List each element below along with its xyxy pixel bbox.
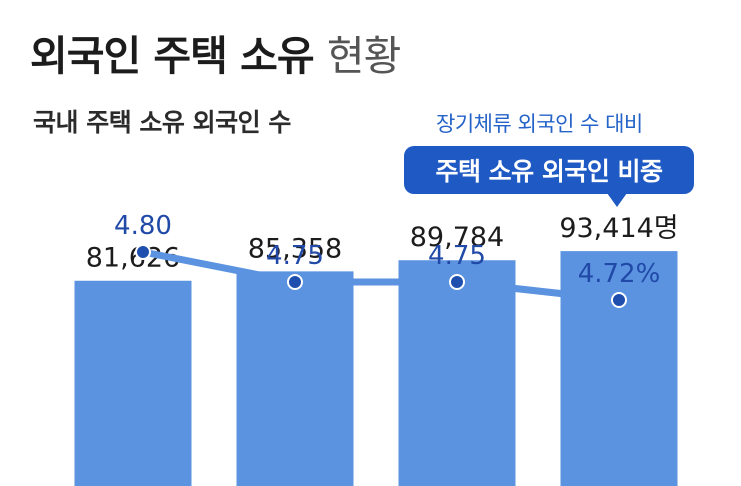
bar-value-label-4: 93,414명 [559,213,678,244]
ratio-line [139,248,623,304]
ratio-point-1 [135,244,151,260]
bar-2 [236,271,354,486]
ratio-value-label-1: 4.80 [114,211,172,241]
ratio-value-label-2: 4.75 [266,241,324,271]
page-title: 외국인 주택 소유 현황 [30,22,401,82]
callout-tail [607,193,627,207]
bar-value-label-2: 85,358 [248,233,342,264]
bar-3 [398,260,516,486]
bar-value-label-3: 89,784 [410,222,504,253]
title-tail: 현황 [326,32,401,80]
bar-4 [560,251,678,486]
ratio-point-3 [449,274,465,290]
ratio-point-4 [611,292,627,308]
ratio-value-label-4: 4.72% [578,259,661,289]
title-main: 외국인 주택 소유 [30,32,315,80]
ratio-point-2 [287,274,303,290]
ratio-subtitle: 장기체류 외국인 수 대비 [436,112,643,136]
bar-chart-subtitle: 국내 주택 소유 외국인 수 [33,108,291,137]
bar-1 [74,280,192,486]
ratio-callout: 주택 소유 외국인 비중 [404,146,694,194]
ratio-value-label-3: 4.75 [428,241,486,271]
